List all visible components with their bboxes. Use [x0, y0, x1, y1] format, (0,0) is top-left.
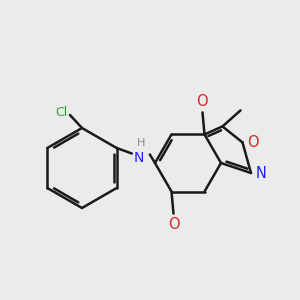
Text: O: O [248, 135, 259, 150]
Text: N: N [134, 151, 144, 164]
Text: N: N [256, 166, 267, 181]
Text: O: O [168, 217, 179, 232]
Text: O: O [196, 94, 207, 110]
Text: H: H [136, 137, 145, 148]
Text: Cl: Cl [55, 106, 67, 118]
